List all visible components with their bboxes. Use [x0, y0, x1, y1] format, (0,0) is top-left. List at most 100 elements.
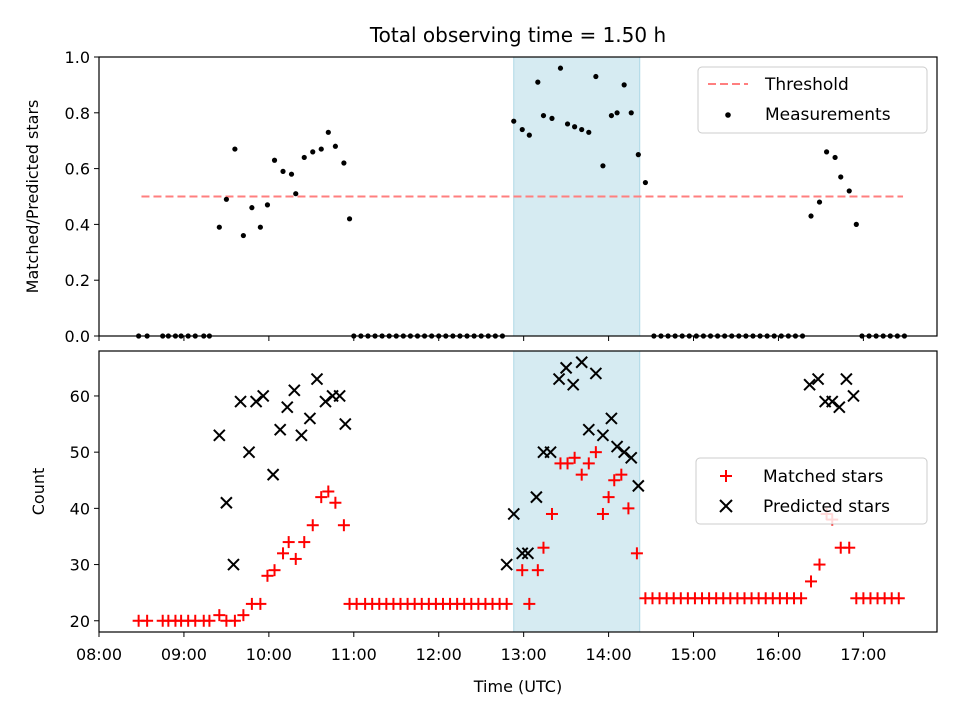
- matched-stars-points: [132, 446, 905, 627]
- predicted-star-point: [288, 384, 301, 397]
- predicted-star-point: [617, 445, 631, 459]
- measurement-point: [540, 112, 547, 119]
- top-legend-box: [697, 66, 928, 134]
- matched-star-point: [500, 597, 513, 610]
- measurement-point: [511, 118, 517, 124]
- bottom-x-tick-label: 15:00: [670, 645, 716, 664]
- predicted-star-point: [516, 547, 529, 560]
- matched-star-point: [582, 457, 595, 470]
- predicted-star-point: [295, 429, 308, 442]
- predicted-star-point: [625, 451, 638, 464]
- measurement-point: [628, 110, 634, 116]
- matched-star-point: [237, 609, 250, 622]
- matched-star-point: [589, 446, 602, 459]
- matched-star-point: [545, 507, 558, 520]
- measurement-point: [564, 121, 571, 127]
- matched-star-point: [289, 552, 302, 565]
- predicted-star-point: [339, 417, 352, 431]
- bottom-x-tick-label: 11:00: [331, 645, 377, 664]
- predicted-star-point: [803, 378, 816, 391]
- matched-star-point: [329, 496, 342, 509]
- measurement-point: [280, 168, 286, 174]
- bottom-y-tick-label: 30: [70, 556, 90, 575]
- top-panel: 0.0 0.2 0.4 0.6 0.8 1.0 Matched/Predicted sta…: [23, 48, 938, 346]
- measurement-point: [557, 65, 564, 71]
- measurement-point: [808, 213, 814, 219]
- predicted-star-point: [826, 395, 839, 408]
- bottom-highlight-span: [513, 350, 641, 633]
- matched-star-point: [602, 491, 615, 504]
- matched-star-point: [254, 597, 267, 610]
- measurement-point: [823, 149, 830, 155]
- bottom-y-tick-label: 50: [70, 443, 90, 462]
- top-legend: Threshold Measurements: [697, 66, 928, 134]
- bottom-y-tick-label: 40: [70, 499, 90, 518]
- measurement-point: [223, 196, 229, 202]
- chart-title: Total observing time = 1.50 h: [369, 23, 666, 47]
- matched-star-point: [306, 519, 319, 532]
- matched-star-point: [315, 491, 328, 504]
- matched-star-point: [213, 609, 226, 622]
- bottom-y-tick-label: 60: [70, 387, 90, 406]
- predicted-star-point: [566, 378, 580, 391]
- predicted-star-point: [530, 490, 543, 504]
- predicted-star-point: [303, 412, 317, 425]
- matched-star-point: [261, 569, 274, 582]
- predicted-star-point: [256, 389, 270, 403]
- measurement-point: [264, 202, 271, 208]
- bottom-x-tick-label: 08:00: [76, 645, 122, 664]
- matched-star-point: [568, 451, 581, 464]
- measurement-point: [288, 171, 295, 177]
- measurement-point: [642, 179, 648, 186]
- legend-matched-label: Matched stars: [763, 467, 883, 487]
- measurement-point: [346, 216, 353, 222]
- measurement-point: [614, 110, 620, 116]
- matched-star-point: [805, 575, 818, 588]
- matched-star-point: [337, 519, 350, 532]
- legend-matched-swatch: [720, 470, 732, 482]
- measurement-point: [216, 224, 222, 230]
- matched-star-point: [537, 541, 550, 554]
- measurement-point: [572, 124, 578, 130]
- predicted-star-point: [559, 361, 573, 375]
- bottom-x-tick-label: 17:00: [840, 645, 886, 664]
- measurement-point: [586, 129, 592, 135]
- predicted-stars-points: [213, 356, 860, 571]
- matched-star-point: [322, 485, 335, 498]
- top-x-ticks: [98, 336, 864, 341]
- predicted-star-point: [575, 356, 588, 369]
- predicted-star-point: [811, 372, 825, 386]
- measurement-point: [310, 149, 316, 155]
- predicted-star-point: [610, 440, 624, 453]
- legend-measurements-swatch: [725, 112, 731, 118]
- measurement-point: [621, 82, 627, 88]
- measurement-point: [332, 143, 338, 149]
- top-y-axis-label: Matched/Predicted stars: [23, 100, 42, 294]
- bottom-x-tick-label: 10:00: [246, 645, 292, 664]
- measurement-point: [519, 126, 525, 133]
- predicted-star-point: [227, 558, 240, 571]
- measurement-point: [341, 160, 347, 166]
- predicted-star-point: [242, 445, 256, 459]
- bottom-axes-frame: [98, 350, 938, 633]
- matched-star-point: [203, 614, 216, 627]
- bottom-panel: 20 30 40 50 60 08:00 09:00 10:00 11:00 12:00 13:0…: [29, 350, 938, 696]
- top-y-tick-label: 0.0: [65, 327, 90, 346]
- bottom-x-tick-label: 14:00: [586, 645, 632, 664]
- predicted-star-point: [582, 423, 595, 436]
- measurement-point: [325, 129, 331, 135]
- predicted-star-point: [213, 429, 226, 442]
- measurement-point: [249, 205, 255, 211]
- measurement-point: [838, 174, 844, 180]
- measurement-point: [232, 146, 238, 152]
- top-y-tick-label: 0.8: [65, 104, 90, 123]
- matched-star-point: [268, 564, 281, 577]
- matched-star-point: [228, 614, 241, 627]
- predicted-star-point: [281, 400, 294, 414]
- matched-star-point: [622, 502, 635, 515]
- measurement-point: [608, 112, 615, 119]
- measurement-point: [579, 126, 585, 133]
- bottom-y-ticks: 20 30 40 50 60: [70, 387, 99, 631]
- predicted-star-point: [840, 372, 853, 386]
- bottom-y-axis-label: Count: [29, 468, 48, 516]
